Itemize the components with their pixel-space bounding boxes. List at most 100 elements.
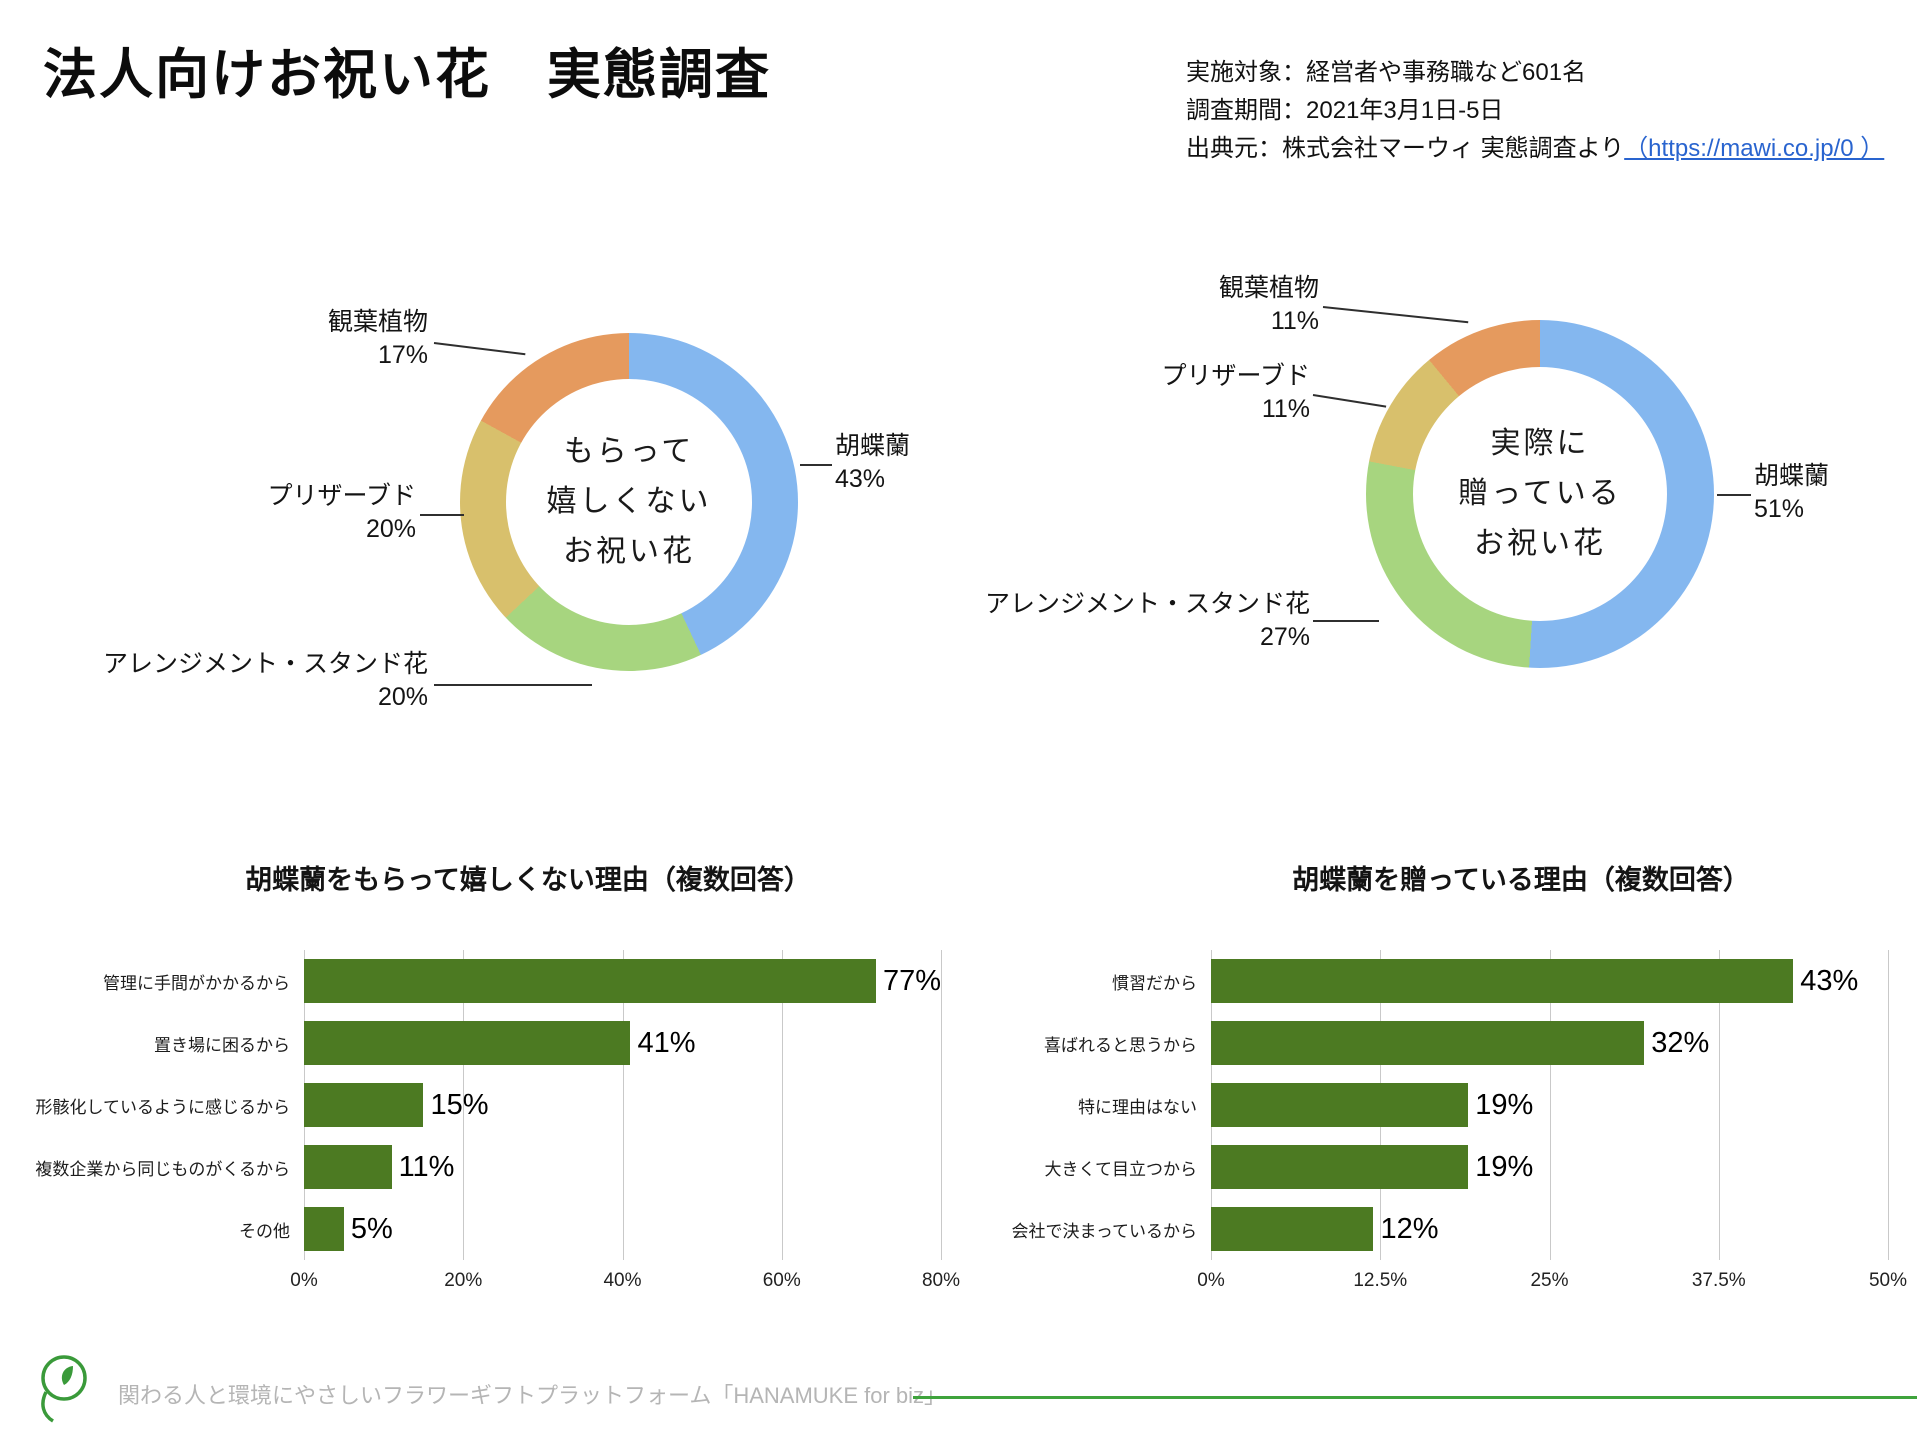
source-link[interactable]: （https://mawi.co.jp/0 ） xyxy=(1624,135,1885,162)
bar-plot-area: 43% 32% 19% 19% 12% xyxy=(1211,950,1889,1260)
bar-category-label: 置き場に困るから xyxy=(154,1035,290,1055)
gridline xyxy=(1549,950,1551,1260)
slice-label-arrangement-unwanted: アレンジメント・スタンド花 20% xyxy=(102,650,428,711)
leader-line xyxy=(434,684,592,686)
leader-line xyxy=(420,514,464,516)
slice-label-arrangement-actual: アレンジメント・スタンド花 27% xyxy=(984,590,1310,651)
leader-line xyxy=(1312,394,1387,408)
gridline xyxy=(1888,950,1889,1260)
bar-row: 77% xyxy=(304,950,941,1012)
hanamuke-logo xyxy=(30,1352,94,1429)
bar-row: 11% xyxy=(304,1136,941,1198)
x-tick-label: 37.5% xyxy=(1691,1270,1746,1291)
bar xyxy=(1211,1145,1469,1189)
bar xyxy=(304,1145,392,1189)
bar-row: 41% xyxy=(304,1012,941,1074)
bar xyxy=(304,1021,631,1065)
bar-chart-giving-reasons: 慣習だから喜ばれると思うから特に理由はない大きくて目立つから会社で決まっているか… xyxy=(947,950,1907,1294)
bar-category-labels: 慣習だから喜ばれると思うから特に理由はない大きくて目立つから会社で決まっているか… xyxy=(947,950,1197,1260)
slice-label-preserved-unwanted: プリザーブド 20% xyxy=(267,482,416,543)
bar-category-label: 形骸化しているように感じるから xyxy=(35,1097,291,1117)
x-tick-label: 80% xyxy=(921,1270,961,1291)
bar-value-label: 41% xyxy=(637,1026,696,1059)
bar-category-label: 特に理由はない xyxy=(1078,1097,1197,1117)
bar-category-label: 慣習だから xyxy=(1112,973,1197,993)
meta-target-line: 実施対象：経営者や事務職など601名 xyxy=(1186,59,1587,86)
bar-value-label: 19% xyxy=(1475,1088,1534,1121)
bar-row: 5% xyxy=(304,1198,941,1260)
bar-plot-area: 77% 41% 15% 11% 5% xyxy=(304,950,942,1260)
bar-value-label: 32% xyxy=(1651,1026,1710,1059)
donut-center-label: 実際に 贈っている お祝い花 xyxy=(1458,427,1622,560)
slice-label-kochoran-unwanted: 胡蝶蘭 43% xyxy=(835,432,911,493)
bar-category-label: その他 xyxy=(239,1221,290,1241)
x-tick-label: 20% xyxy=(444,1270,483,1291)
slice-label-preserved-actual: プリザーブド 11% xyxy=(1161,362,1310,423)
leader-line xyxy=(433,342,526,356)
x-tick-label: 25% xyxy=(1530,1270,1569,1291)
slice-label-kochoran-actual: 胡蝶蘭 51% xyxy=(1754,462,1830,523)
bar xyxy=(1211,959,1794,1003)
bar-value-label: 11% xyxy=(398,1150,455,1183)
bar-category-label: 会社で決まっているから xyxy=(1011,1221,1197,1241)
bar-row: 15% xyxy=(304,1074,941,1136)
bar-value-label: 77% xyxy=(882,964,941,997)
gridline xyxy=(463,950,465,1260)
x-tick-label: 0% xyxy=(290,1270,318,1291)
bar xyxy=(304,1207,344,1251)
bar-category-labels: 管理に手間がかかるから置き場に困るから形骸化しているように感じるから 複数企業から… xyxy=(20,950,290,1260)
bar-category-label: 大きくて目立つから xyxy=(1044,1159,1198,1179)
bar xyxy=(1211,1207,1374,1251)
bar xyxy=(1211,1021,1645,1065)
x-tick-label: 50% xyxy=(1868,1270,1908,1291)
bar-value-label: 12% xyxy=(1380,1212,1439,1245)
page-title: 法人向けお祝い花 実態調査 xyxy=(43,45,771,105)
slice-label-kanyou-unwanted: 観葉植物 17% xyxy=(327,308,428,369)
donut-center-label: もらって 嬉しくない お祝い花 xyxy=(546,435,712,568)
leader-line xyxy=(1313,620,1379,622)
survey-meta: 実施対象：経営者や事務職など601名 調査期間：2021年3月1日-5日 出典元… xyxy=(1186,54,1884,168)
gridline xyxy=(781,950,783,1260)
gridline xyxy=(622,950,624,1260)
meta-period-line: 調査期間：2021年3月1日-5日 xyxy=(1186,97,1504,124)
bar-value-label: 19% xyxy=(1475,1150,1534,1183)
x-tick-label: 0% xyxy=(1197,1270,1225,1291)
bar-chart-title-unwanted: 胡蝶蘭をもらって嬉しくない理由（複数回答） xyxy=(245,865,811,895)
leader-line xyxy=(1717,494,1751,496)
meta-source-prefix: 出典元：株式会社マーウィ 実態調査より xyxy=(1186,135,1625,162)
bar-category-label: 喜ばれると思うから xyxy=(1044,1035,1197,1055)
gridline xyxy=(1718,950,1720,1260)
x-axis: 0% 20% 40% 60% 80% xyxy=(290,1260,960,1294)
bar xyxy=(304,959,876,1003)
donut-chart-unwanted: もらって 嬉しくない お祝い花 xyxy=(460,333,798,671)
donut-chart-actual: 実際に 贈っている お祝い花 xyxy=(1366,320,1714,668)
bar-row: 43% xyxy=(1211,950,1888,1012)
slice-label-kanyou-actual: 観葉植物 11% xyxy=(1218,274,1319,335)
bar-row: 19% xyxy=(1211,1074,1888,1136)
footer-divider-line xyxy=(913,1396,1917,1399)
bar xyxy=(304,1083,424,1127)
bar-row: 32% xyxy=(1211,1012,1888,1074)
leader-line xyxy=(800,464,832,466)
meta-source-line: 出典元：株式会社マーウィ 実態調査より（https://mawi.co.jp/0… xyxy=(1186,130,1884,168)
x-tick-label: 40% xyxy=(603,1270,642,1291)
bar-row: 19% xyxy=(1211,1136,1888,1198)
bar-chart-unwanted-reasons: 管理に手間がかかるから置き場に困るから形骸化しているように感じるから 複数企業から… xyxy=(20,950,960,1294)
gridline xyxy=(941,950,942,1260)
bar-category-label: 複数企業から同じものがくるから xyxy=(35,1159,290,1179)
x-tick-label: 60% xyxy=(762,1270,801,1291)
bar-value-label: 5% xyxy=(350,1212,393,1245)
footer-text: 関わる人と環境にやさしいフラワーギフトプラットフォーム「HANAMUKE for… xyxy=(118,1383,947,1408)
bar-value-label: 15% xyxy=(430,1088,489,1121)
leader-line xyxy=(1322,306,1469,324)
donut-hole: もらって 嬉しくない お祝い花 xyxy=(506,379,752,625)
bar-value-label: 43% xyxy=(1800,964,1859,997)
bar-category-label: 管理に手間がかかるから xyxy=(103,973,290,993)
x-tick-label: 12.5% xyxy=(1353,1270,1408,1291)
x-axis: 0% 12.5% 25% 37.5% 50% xyxy=(1197,1260,1907,1294)
bar xyxy=(1211,1083,1469,1127)
bar-row: 12% xyxy=(1211,1198,1888,1260)
donut-hole: 実際に 贈っている お祝い花 xyxy=(1413,367,1667,621)
bar-chart-title-giving: 胡蝶蘭を贈っている理由（複数回答） xyxy=(1292,865,1750,895)
